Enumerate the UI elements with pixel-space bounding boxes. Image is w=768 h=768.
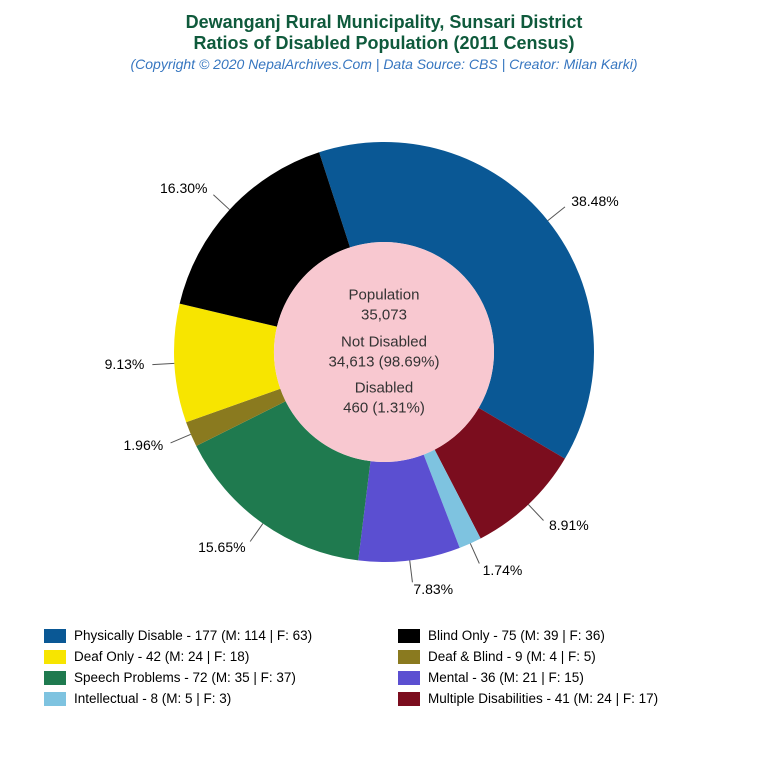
center-disabled-value: 460 (1.31%) bbox=[329, 399, 440, 419]
center-disabled-label: Disabled bbox=[329, 378, 440, 398]
title-line1: Dewanganj Rural Municipality, Sunsari Di… bbox=[130, 12, 637, 33]
legend-swatch bbox=[398, 692, 420, 706]
subtitle: (Copyright © 2020 NepalArchives.Com | Da… bbox=[130, 56, 637, 72]
legend-label: Blind Only - 75 (M: 39 | F: 36) bbox=[428, 628, 605, 643]
legend-item-multiple: Multiple Disabilities - 41 (M: 24 | F: 1… bbox=[398, 691, 724, 706]
legend-item-blind_only: Blind Only - 75 (M: 39 | F: 36) bbox=[398, 628, 724, 643]
slice-label-mental: 7.83% bbox=[413, 581, 453, 597]
legend-item-speech: Speech Problems - 72 (M: 35 | F: 37) bbox=[44, 670, 370, 685]
legend-label: Physically Disable - 177 (M: 114 | F: 63… bbox=[74, 628, 312, 643]
legend-label: Multiple Disabilities - 41 (M: 24 | F: 1… bbox=[428, 691, 658, 706]
legend-swatch bbox=[398, 629, 420, 643]
slice-label-deaf_only: 9.13% bbox=[105, 356, 145, 372]
legend-item-intellectual: Intellectual - 8 (M: 5 | F: 3) bbox=[44, 691, 370, 706]
legend-item-physically_disable: Physically Disable - 177 (M: 114 | F: 63… bbox=[44, 628, 370, 643]
legend-label: Deaf Only - 42 (M: 24 | F: 18) bbox=[74, 649, 249, 664]
title-line2: Ratios of Disabled Population (2011 Cens… bbox=[130, 33, 637, 54]
legend-label: Mental - 36 (M: 21 | F: 15) bbox=[428, 670, 584, 685]
slice-label-multiple: 8.91% bbox=[549, 517, 589, 533]
legend-label: Speech Problems - 72 (M: 35 | F: 37) bbox=[74, 670, 296, 685]
title-block: Dewanganj Rural Municipality, Sunsari Di… bbox=[130, 12, 637, 72]
center-text: Population 35,073 Not Disabled 34,613 (9… bbox=[329, 279, 440, 425]
center-population-value: 35,073 bbox=[329, 306, 440, 326]
slice-label-speech: 15.65% bbox=[198, 539, 245, 555]
center-population-label: Population bbox=[329, 285, 440, 305]
slice-label-physically_disable: 38.48% bbox=[571, 193, 618, 209]
center-not-disabled-label: Not Disabled bbox=[329, 332, 440, 352]
legend-item-mental: Mental - 36 (M: 21 | F: 15) bbox=[398, 670, 724, 685]
legend-swatch bbox=[44, 671, 66, 685]
legend-swatch bbox=[44, 650, 66, 664]
legend-item-deaf_only: Deaf Only - 42 (M: 24 | F: 18) bbox=[44, 649, 370, 664]
center-not-disabled-value: 34,613 (98.69%) bbox=[329, 352, 440, 372]
legend-label: Deaf & Blind - 9 (M: 4 | F: 5) bbox=[428, 649, 596, 664]
legend-swatch bbox=[398, 650, 420, 664]
slice-label-blind_only: 16.30% bbox=[160, 180, 207, 196]
slice-label-deaf_blind: 1.96% bbox=[124, 437, 164, 453]
legend-swatch bbox=[44, 692, 66, 706]
legend-swatch bbox=[44, 629, 66, 643]
legend-swatch bbox=[398, 671, 420, 685]
legend-item-deaf_blind: Deaf & Blind - 9 (M: 4 | F: 5) bbox=[398, 649, 724, 664]
slice-label-intellectual: 1.74% bbox=[483, 562, 523, 578]
legend: Physically Disable - 177 (M: 114 | F: 63… bbox=[44, 628, 724, 706]
donut-chart: Population 35,073 Not Disabled 34,613 (9… bbox=[114, 82, 654, 622]
legend-label: Intellectual - 8 (M: 5 | F: 3) bbox=[74, 691, 231, 706]
